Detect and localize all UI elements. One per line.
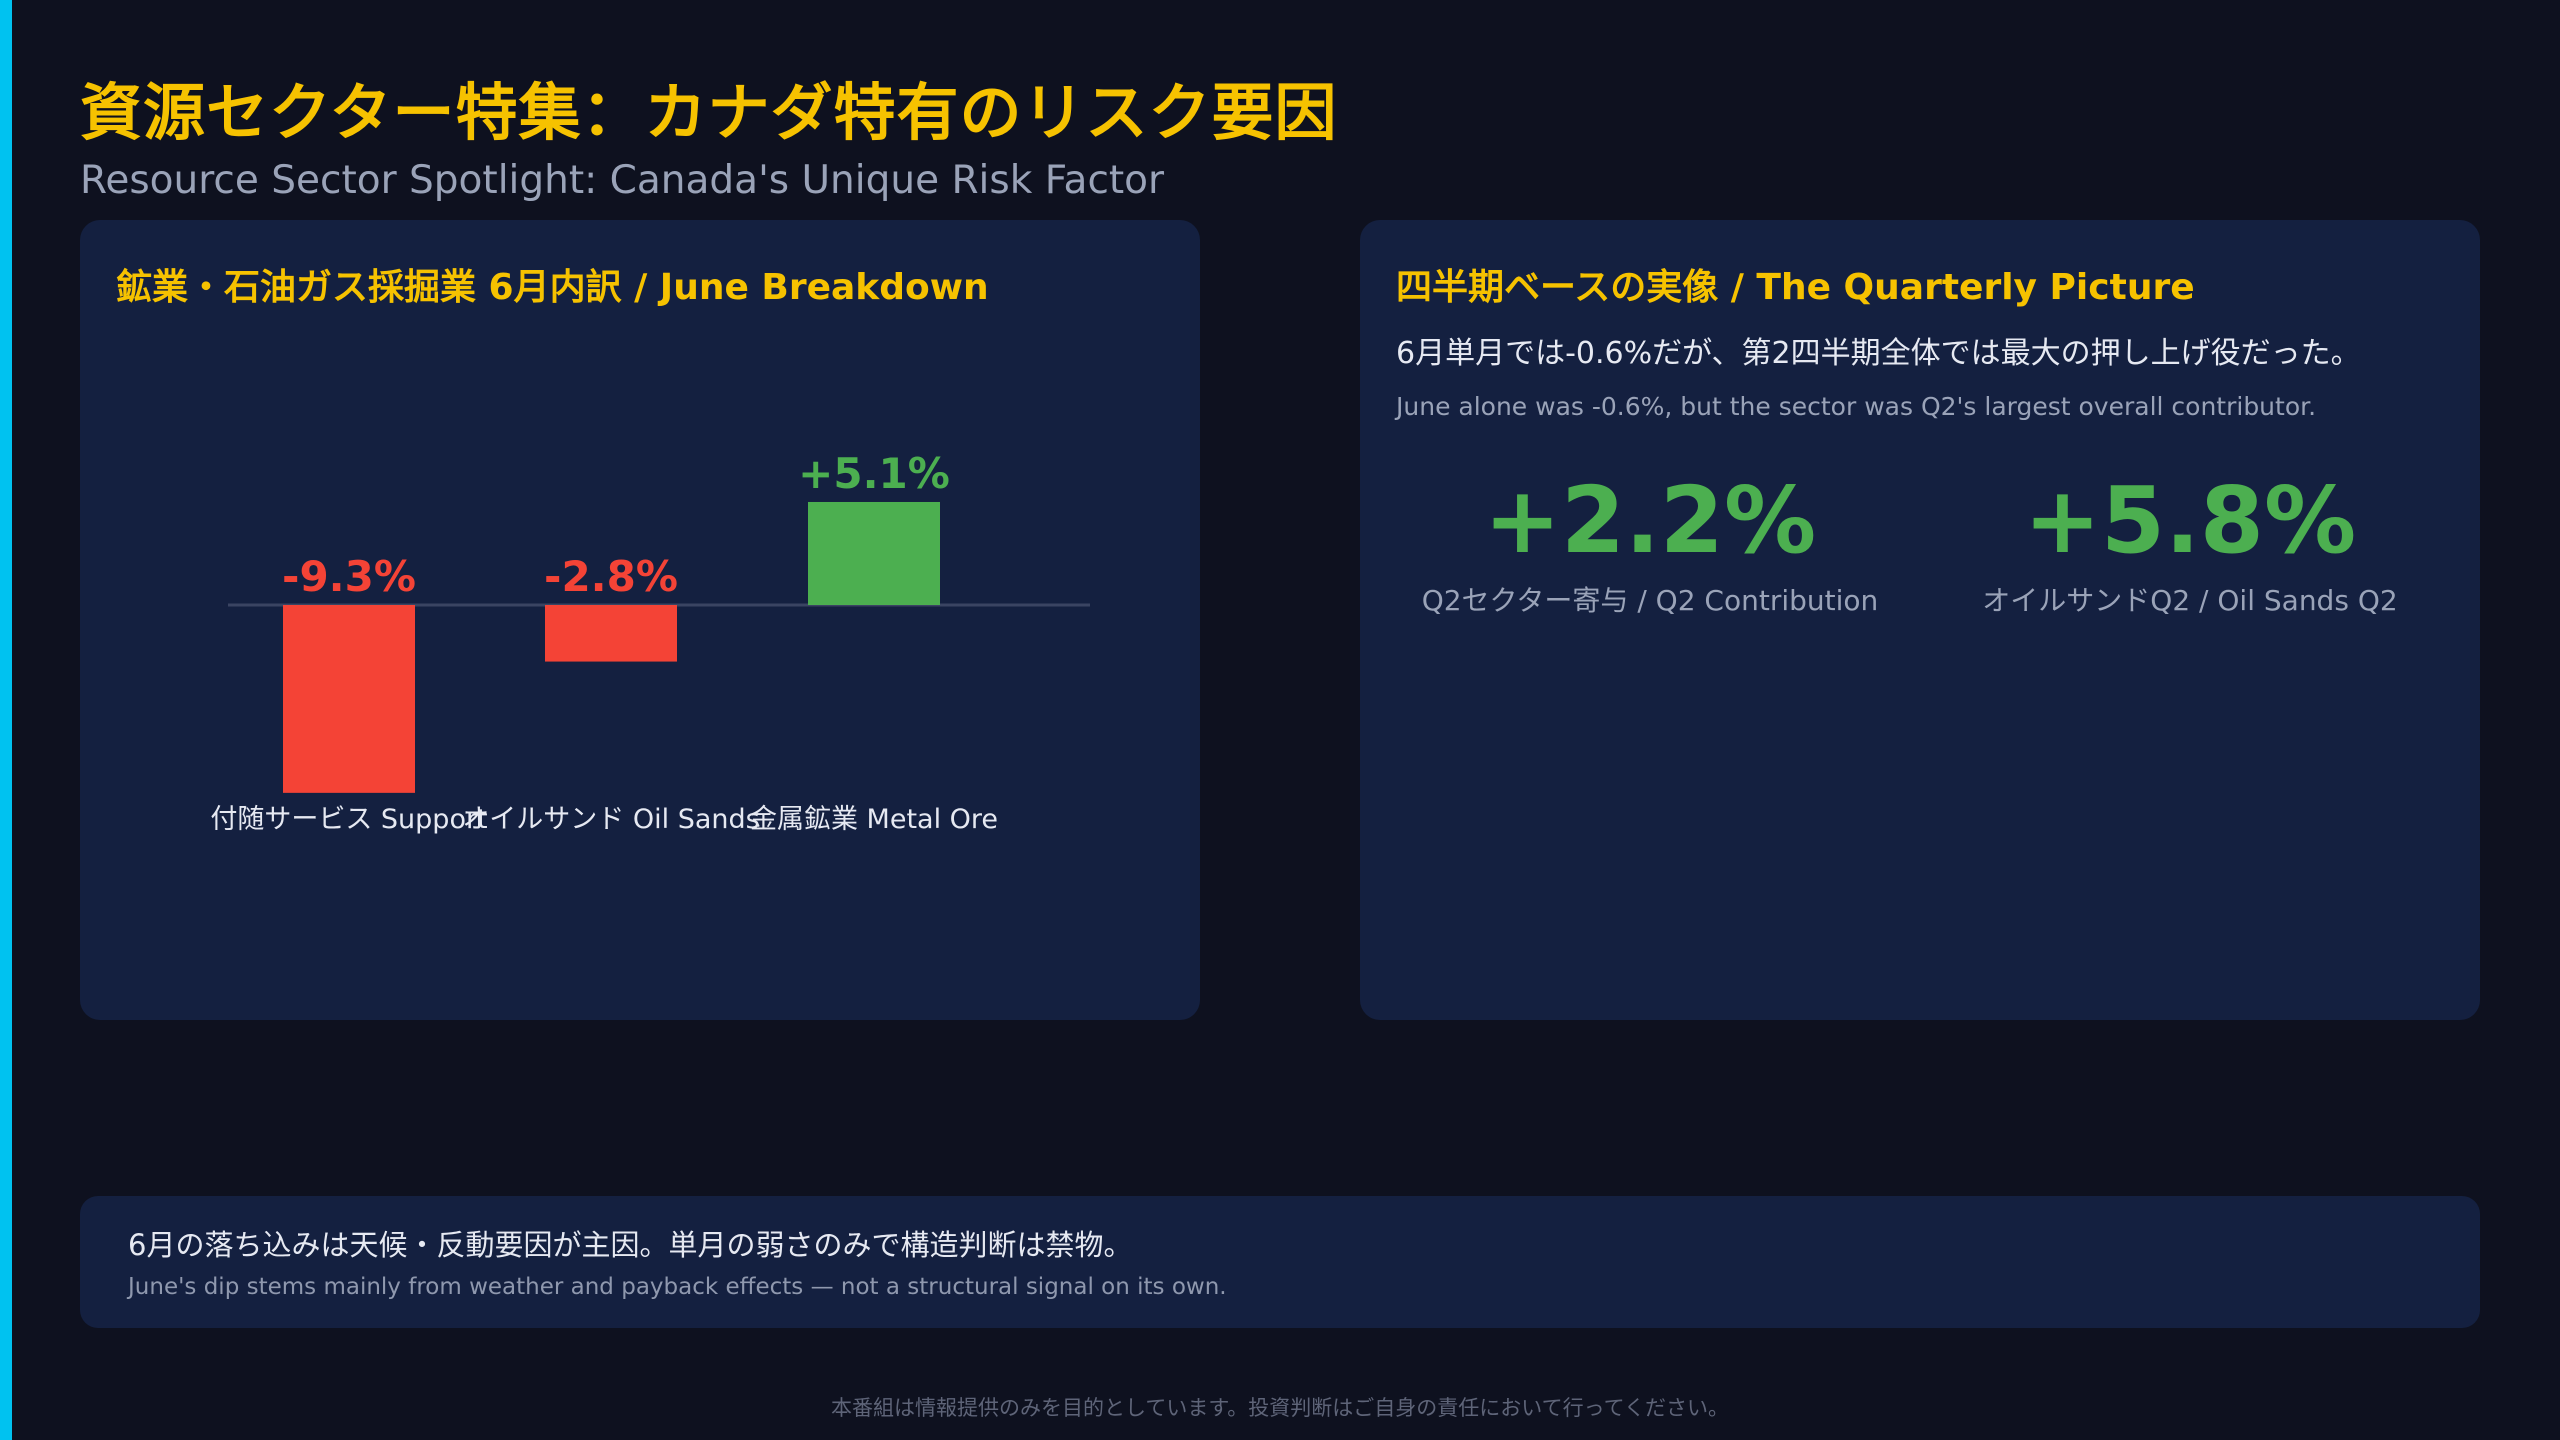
breakdown-bar-chart: -9.3% 付随サービス Support -2.8% オイルサンド Oil Sands… (210, 449, 1090, 835)
note-ja: 6月の落ち込みは天候・反動要因が主因。単月の弱さのみで構造判断は禁物。 (128, 1228, 1133, 1262)
oil-sands-q2-stat: +5.8% オイルサンドQ2 / Oil Sands Q2 (1930, 470, 2450, 619)
bar-value-label: -9.3% (282, 552, 416, 601)
bar (283, 605, 415, 793)
bar-value-label: -2.8% (544, 552, 678, 601)
stat-label: オイルサンドQ2 / Oil Sands Q2 (1982, 584, 2398, 618)
stat-label: Q2セクター寄与 / Q2 Contribution (1421, 584, 1879, 618)
bar-value-label: +5.1% (798, 449, 950, 498)
page-title: 資源セクター特集：カナダ特有のリスク要因 (80, 76, 1338, 149)
stat-value: +2.2% (1483, 467, 1817, 574)
quarterly-picture-title: 四半期ベースの実像 / The Quarterly Picture (1396, 267, 2195, 308)
disclaimer: 本番組は情報提供のみを目的としています。投資判断はご自身の責任において行ってくだ… (831, 1396, 1729, 1420)
category-label: オイルサンド Oil Sands (462, 804, 759, 835)
june-breakdown-panel: 鉱業・石油ガス採掘業 6月内訳 / June Breakdown -9.3% 付随… (80, 220, 1200, 1020)
june-breakdown-title: 鉱業・石油ガス採掘業 6月内訳 / June Breakdown (116, 267, 989, 308)
category-label: 付随サービス Support (210, 804, 487, 835)
category-label: 金属鉱業 Metal Ore (750, 804, 998, 835)
stat-value: +5.8% (2023, 467, 2357, 574)
note-en: June's dip stems mainly from weather and… (128, 1274, 1227, 1300)
bar (808, 501, 940, 605)
takeaway-note: 6月の落ち込みは天候・反動要因が主因。単月の弱さのみで構造判断は禁物。 June… (80, 1196, 2480, 1328)
bar (545, 605, 677, 662)
accent-bar (0, 0, 12, 1440)
page-subtitle: Resource Sector Spotlight: Canada's Uniq… (80, 158, 1165, 203)
quarterly-picture-panel: 四半期ベースの実像 / The Quarterly Picture 6月単月では… (1360, 220, 2480, 1020)
quarterly-lead-ja: 6月単月では-0.6%だが、第2四半期全体では最大の押し上げ役だった。 (1396, 336, 2361, 371)
quarterly-lead-en: June alone was -0.6%, but the sector was… (1396, 392, 2317, 421)
q2-contribution-stat: +2.2% Q2セクター寄与 / Q2 Contribution (1390, 470, 1910, 619)
